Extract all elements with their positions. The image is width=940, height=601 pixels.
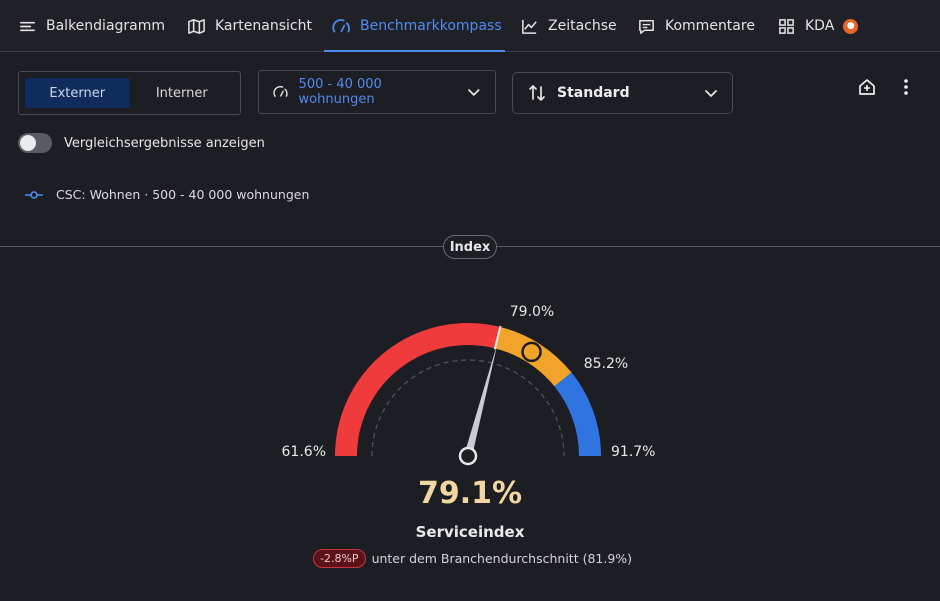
- gauge-tick-mark1: [493, 325, 502, 350]
- comparison-toggle-row: Vergleichsergebnisse anzeigen: [18, 133, 265, 153]
- comment-icon: [639, 19, 654, 34]
- bars-icon: [19, 21, 36, 31]
- segment-interner[interactable]: Interner: [155, 85, 208, 101]
- home-settings-button[interactable]: [857, 77, 877, 101]
- tab-label: Kartenansicht: [215, 18, 312, 34]
- legend-label: CSC: Wohnen · 500 - 40 000 wohnungen: [56, 187, 310, 202]
- chevron-down-icon: [705, 90, 717, 97]
- comparison-toggle[interactable]: [18, 133, 52, 153]
- tab-label: Zeitachse: [548, 18, 617, 34]
- tab-zeitachse[interactable]: Zeitachse: [520, 0, 617, 52]
- source-segmented-control: Externer Interner: [18, 71, 241, 115]
- home-icon: [859, 79, 875, 95]
- gauge-max-label: 91.7%: [611, 444, 655, 460]
- top-navigation: Balkendiagramm Kartenansicht Benchmarkko…: [0, 0, 940, 52]
- tab-kda[interactable]: KDA ●: [777, 0, 859, 52]
- gauge-inner-dashed-arc: [371, 359, 565, 457]
- tab-kommentare[interactable]: Kommentare: [637, 0, 755, 52]
- gauge-min-label: 61.6%: [282, 444, 326, 460]
- section-pill: Index: [443, 235, 497, 259]
- more-vertical-icon: [904, 79, 908, 95]
- gauge-icon: [332, 18, 350, 33]
- metric-name: Serviceindex: [415, 523, 525, 541]
- more-menu-button[interactable]: [898, 77, 914, 101]
- notification-badge: ●: [843, 18, 859, 34]
- gauge-mark1-label: 79.0%: [510, 304, 554, 320]
- gauge-value: 79.1%: [417, 476, 523, 511]
- legend-line-marker-icon: [25, 190, 43, 199]
- segment-externer[interactable]: Externer: [25, 78, 130, 108]
- tab-benchmarkkompass[interactable]: Benchmarkkompass: [324, 0, 505, 52]
- gauge-icon: [273, 85, 288, 98]
- comparison-row: -2.8%P unter dem Branchendurchschnitt (8…: [313, 549, 632, 568]
- gauge-segment-red: [335, 323, 501, 457]
- tab-label: KDA: [805, 18, 835, 34]
- comparison-text: unter dem Branchendurchschnitt (81.9%): [371, 551, 633, 566]
- tab-balkendiagramm[interactable]: Balkendiagramm: [18, 0, 165, 52]
- delta-badge: -2.8%P: [313, 549, 366, 568]
- grid-icon: [779, 18, 794, 34]
- gauge-needle: [464, 341, 498, 458]
- map-icon: [188, 18, 205, 34]
- range-dropdown[interactable]: 500 - 40 000 wohnungen: [258, 70, 496, 114]
- gauge-needle-hub: [458, 446, 478, 466]
- legend: CSC: Wohnen · 500 - 40 000 wohnungen: [24, 187, 309, 202]
- sort-dropdown-label: Standard: [557, 85, 630, 101]
- benchmark-marker: [521, 341, 542, 363]
- tab-label: Kommentare: [665, 18, 755, 34]
- tab-label: Benchmarkkompass: [360, 18, 502, 34]
- gauge-segment-blue: [554, 372, 601, 457]
- tab-label: Balkendiagramm: [46, 18, 166, 34]
- comparison-toggle-label: Vergleichsergebnisse anzeigen: [64, 135, 265, 151]
- sort-dropdown[interactable]: Standard: [512, 72, 733, 114]
- line-chart-icon: [522, 19, 537, 34]
- sort-icon: [529, 85, 545, 101]
- chevron-down-icon: [468, 89, 480, 96]
- tab-kartenansicht[interactable]: Kartenansicht: [187, 0, 312, 52]
- gauge-mark2-label: 85.2%: [584, 356, 628, 372]
- range-dropdown-label: 500 - 40 000 wohnungen: [298, 77, 382, 107]
